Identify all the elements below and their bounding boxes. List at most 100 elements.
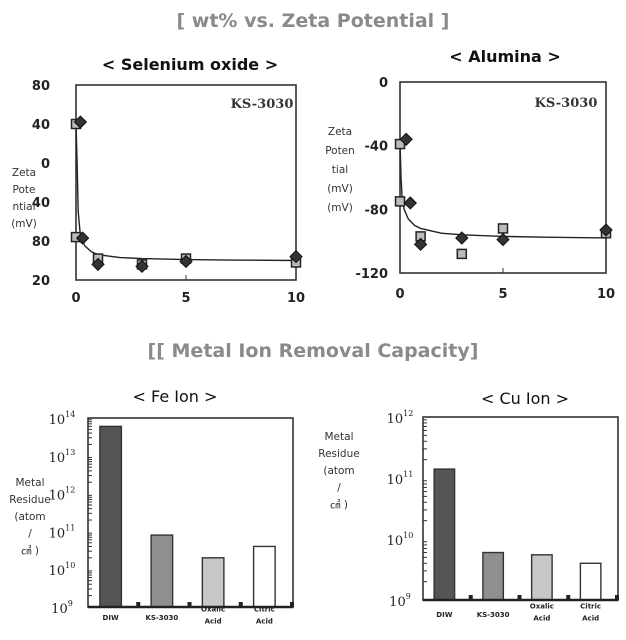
category-label: KS-3030 bbox=[145, 614, 178, 622]
y-axis-label: (atom bbox=[323, 465, 354, 477]
x-tick bbox=[290, 602, 294, 607]
x-tick-label: 10 bbox=[287, 291, 305, 306]
diamond-point bbox=[399, 132, 413, 147]
y-axis-label: (mV) bbox=[11, 218, 37, 230]
square-point bbox=[394, 196, 406, 207]
y-tick-label: 1012 bbox=[49, 486, 76, 504]
chart-title: < Fe Ion > bbox=[133, 387, 218, 406]
y-axis-label: Residue bbox=[318, 448, 359, 460]
fit-curve bbox=[399, 142, 607, 239]
y-tick-label: 1014 bbox=[49, 410, 76, 428]
diamond-point bbox=[455, 231, 469, 245]
y-tick-label: 1010 bbox=[49, 561, 76, 579]
category-label: Acid bbox=[256, 618, 273, 626]
x-tick bbox=[187, 602, 192, 607]
x-tick bbox=[517, 595, 522, 600]
y-axis-label: / bbox=[337, 482, 341, 494]
category-label: Oxalic bbox=[530, 603, 554, 611]
y-axis-label: ㎠ ) bbox=[21, 545, 39, 557]
y-axis-label: Poten bbox=[325, 145, 355, 157]
y-tick-label: 0 bbox=[379, 76, 388, 91]
series-annotation: KS-3030 bbox=[535, 96, 598, 111]
metal-section-title: [[ Metal Ion Removal Capacity] bbox=[148, 340, 479, 362]
x-tick-label: 10 bbox=[597, 287, 615, 302]
fit-curve bbox=[75, 123, 297, 262]
x-tick bbox=[136, 602, 141, 607]
category-label: DIW bbox=[103, 614, 119, 622]
chart-3: < Fe Ion > Metal Residue (atom / ㎠ ) 109 1010 10… bbox=[9, 387, 294, 626]
y-tick-label: 40 bbox=[32, 196, 50, 211]
y-axis-label: / bbox=[28, 528, 32, 540]
zeta-section-title: [ wt% vs. Zeta Potential ] bbox=[177, 10, 450, 32]
category-label: Oxalic bbox=[201, 606, 225, 614]
x-tick bbox=[238, 602, 243, 607]
y-axis-label: Zeta bbox=[12, 167, 36, 179]
chart-title: < Selenium oxide > bbox=[102, 55, 278, 74]
diamond-point bbox=[135, 259, 149, 274]
diamond-point bbox=[599, 223, 613, 237]
y-axis-label: Zeta bbox=[328, 126, 352, 138]
category-label: Citric bbox=[580, 603, 601, 611]
category-label: Acid bbox=[533, 615, 550, 623]
category-label: DIW bbox=[436, 611, 452, 619]
y-tick-label: 1013 bbox=[49, 448, 76, 466]
y-axis-label: (mV) bbox=[327, 202, 353, 214]
series-annotation: KS-3030 bbox=[231, 97, 294, 112]
y-tick-label: -40 bbox=[365, 140, 389, 155]
x-tick bbox=[566, 595, 571, 600]
y-axis-label: ㎠ ) bbox=[330, 499, 348, 511]
chart-2: < Alumina > Zeta Poten tial (mV) (mV) KS-3030 0… bbox=[325, 47, 615, 302]
x-tick bbox=[468, 595, 473, 600]
diamond-point bbox=[289, 249, 303, 264]
x-tick bbox=[615, 595, 619, 600]
bar-oxalic-acid bbox=[530, 554, 553, 601]
y-tick-label: 80 bbox=[32, 79, 50, 94]
y-axis-label: (mV) bbox=[327, 183, 353, 195]
x-tick-label: 0 bbox=[71, 291, 80, 306]
plot-frame bbox=[75, 84, 297, 281]
y-tick-label: 1011 bbox=[387, 470, 414, 488]
y-axis-label: Metal bbox=[16, 477, 45, 489]
bar-citric-acid bbox=[579, 562, 602, 601]
category-label: Acid bbox=[205, 618, 222, 626]
bar-ks-3030 bbox=[150, 534, 174, 608]
y-axis-label: Metal bbox=[325, 431, 354, 443]
y-axis-label: Residue bbox=[9, 494, 50, 506]
y-tick-label: 1012 bbox=[387, 409, 414, 427]
chart-1: < Selenium oxide > Zeta Pote ntial (mV) KS-30… bbox=[11, 55, 305, 306]
diamond-point bbox=[75, 231, 90, 245]
diamond-point bbox=[91, 257, 105, 272]
category-label: Acid bbox=[582, 615, 599, 623]
diamond-point bbox=[413, 237, 428, 252]
y-tick-label: 80 bbox=[32, 235, 50, 250]
chart-4: < Cu Ion > Metal Residue (atom / ㎠ ) 109 1010 10… bbox=[318, 389, 619, 623]
y-tick-label: 40 bbox=[32, 118, 50, 133]
diamond-point bbox=[179, 254, 193, 269]
y-axis-label: tial bbox=[332, 164, 348, 176]
y-tick-label: 1011 bbox=[49, 523, 76, 541]
y-axis-label: (atom bbox=[14, 511, 45, 523]
diamond-point bbox=[73, 115, 88, 129]
bar-diw bbox=[99, 425, 123, 608]
y-tick-label: 1010 bbox=[387, 531, 414, 549]
y-tick-label: 0 bbox=[41, 157, 50, 172]
bar-diw bbox=[433, 468, 456, 601]
x-tick-label: 5 bbox=[181, 291, 190, 306]
bar-ks-3030 bbox=[482, 551, 505, 601]
y-tick-label: -120 bbox=[355, 267, 388, 282]
square-point bbox=[497, 223, 509, 234]
bar-citric-acid bbox=[252, 545, 276, 608]
bar-oxalic-acid bbox=[201, 557, 225, 608]
y-tick-label: 20 bbox=[32, 274, 50, 289]
x-tick-label: 0 bbox=[395, 287, 404, 302]
chart-title: < Alumina > bbox=[449, 47, 561, 66]
chart-title: < Cu Ion > bbox=[481, 389, 569, 408]
x-tick-label: 5 bbox=[498, 287, 507, 302]
y-tick-label: 109 bbox=[389, 592, 411, 610]
diamond-point bbox=[403, 196, 418, 210]
category-label: KS-3030 bbox=[477, 611, 510, 619]
y-tick-label: 109 bbox=[51, 599, 73, 617]
category-label: Citric bbox=[254, 606, 275, 614]
y-axis-label: Pote bbox=[13, 184, 36, 196]
